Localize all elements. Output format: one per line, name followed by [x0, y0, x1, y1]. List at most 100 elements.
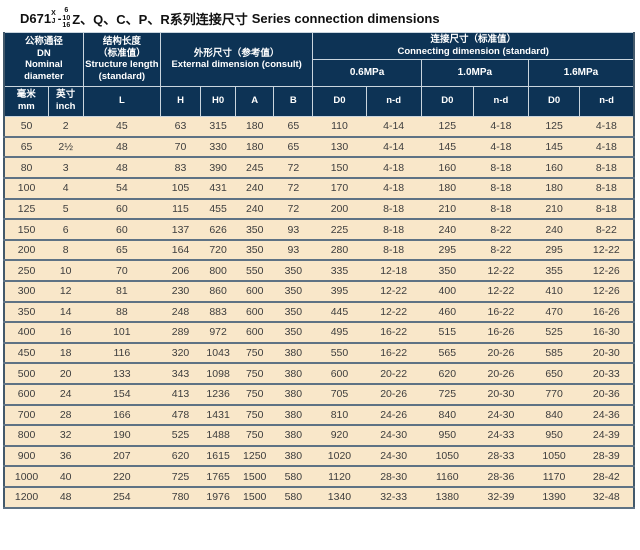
table-cell: 295 — [421, 239, 474, 262]
table-cell: 70 — [83, 259, 161, 282]
header-structure-length: 结构长度 （标准值） Structure length (standard) — [82, 32, 161, 87]
table-cell: 130 — [312, 136, 367, 159]
table-cell: 28 — [48, 404, 84, 427]
table-cell: 1615 — [200, 445, 236, 468]
table-cell: 350 — [273, 259, 313, 282]
table-row: 800 32 190 525 1488 750 380 920 24-30 950 24-33 950… — [4, 424, 634, 447]
table-cell: 16-22 — [473, 301, 529, 324]
table-cell: 65 — [83, 239, 161, 262]
table-cell: 207 — [83, 445, 161, 468]
table-cell: 180 — [421, 177, 474, 200]
title-series-en: Series connection dimensions — [251, 11, 440, 26]
table-cell: 28-33 — [473, 445, 529, 468]
header-col-A: A — [235, 85, 275, 117]
table-cell: 24-26 — [366, 404, 422, 427]
header-col-H0: H0 — [200, 85, 237, 117]
table-cell: 166 — [83, 404, 161, 427]
table-cell: 460 — [421, 301, 474, 324]
table-cell: 20 — [48, 362, 84, 385]
table-cell: 395 — [312, 280, 367, 303]
table-cell: 18 — [48, 342, 84, 365]
table-cell: 1340 — [312, 486, 367, 509]
table-cell: 145 — [421, 136, 474, 159]
table-cell: 210 — [528, 198, 580, 221]
table-cell: 63 — [160, 116, 201, 138]
header-col-B: B — [273, 85, 314, 117]
table-cell: 920 — [312, 424, 367, 447]
table-cell: 180 — [235, 136, 274, 159]
table-cell: 600 — [235, 301, 274, 324]
table-cell: 100 — [4, 177, 49, 200]
table-cell: 240 — [235, 177, 274, 200]
table-cell: 72 — [273, 156, 313, 180]
table-cell: 101 — [83, 321, 161, 344]
table-cell: 4-18 — [579, 136, 634, 159]
table-cell: 972 — [200, 321, 236, 344]
table-cell: 4-18 — [366, 177, 422, 200]
table-cell: 950 — [421, 424, 474, 447]
table-cell: 28-42 — [579, 465, 634, 488]
table-row: 250 10 70 206 800 550 350 335 12-18 350 12-22 355 12… — [4, 259, 634, 282]
table-cell: 105 — [160, 177, 201, 200]
table-cell: 12-18 — [366, 259, 422, 282]
table-cell: 580 — [273, 486, 313, 509]
table-cell: 40 — [48, 465, 84, 488]
header-col-nd-1_6: n-d — [579, 85, 635, 117]
table-cell: 12-22 — [579, 239, 634, 262]
table-cell: 250 — [4, 259, 49, 282]
table-row: 600 24 154 413 1236 750 380 705 20-26 725 20-30 770… — [4, 383, 634, 406]
table-cell: 4 — [48, 177, 84, 200]
table-cell: 32-48 — [579, 486, 634, 509]
table-cell: 883 — [200, 301, 236, 324]
table-cell: 12-26 — [579, 280, 634, 303]
table-cell: 626 — [200, 218, 236, 241]
table-row: 300 12 81 230 860 600 350 395 12-22 400 12-22 410 12… — [4, 280, 634, 303]
table-cell: 8-22 — [473, 239, 529, 262]
table-cell: 840 — [421, 404, 474, 427]
table-cell: 1120 — [312, 465, 367, 488]
table-cell: 115 — [160, 198, 201, 221]
table-cell: 725 — [421, 383, 474, 406]
pressure-rating-10: 10 — [62, 14, 71, 22]
table-row: 50 2 45 63 315 180 65 110 4-14 125 4-18 125 4-18 — [4, 116, 634, 138]
table-cell: 8-18 — [473, 177, 529, 200]
table-cell: 380 — [273, 424, 313, 447]
table-cell: 83 — [160, 156, 201, 180]
table-cell: 65 — [273, 116, 313, 138]
table-cell: 45 — [83, 116, 161, 138]
table-row: 1200 48 254 780 1976 1500 580 1340 32-33 1380 32-3… — [4, 486, 634, 509]
table-cell: 88 — [83, 301, 161, 324]
table-cell: 4-14 — [366, 116, 422, 138]
table-cell: 750 — [235, 342, 274, 365]
valve-model-designation: D671 X J - 6 10 16 — [20, 7, 72, 29]
table-cell: 410 — [528, 280, 580, 303]
table-cell: 80 — [4, 156, 49, 180]
table-row: 700 28 166 478 1431 750 380 810 24-26 840 24-30 840… — [4, 404, 634, 427]
table-cell: 800 — [4, 424, 49, 447]
table-cell: 8-18 — [579, 156, 634, 180]
table-cell: 770 — [528, 383, 580, 406]
table-cell: 750 — [235, 404, 274, 427]
header-unit-mm: 毫米 mm — [3, 85, 49, 117]
table-cell: 28-39 — [579, 445, 634, 468]
table-cell: 950 — [528, 424, 580, 447]
table-cell: 320 — [160, 342, 201, 365]
table-cell: 750 — [235, 424, 274, 447]
table-cell: 335 — [312, 259, 367, 282]
header-col-H: H — [159, 85, 202, 117]
table-cell: 500 — [4, 362, 49, 385]
table-cell: 390 — [200, 156, 236, 180]
header-col-D0-1_6: D0 — [528, 85, 581, 117]
table-cell: 725 — [160, 465, 201, 488]
table-cell: 125 — [528, 116, 580, 138]
table-cell: 5 — [48, 198, 84, 221]
table-cell: 180 — [235, 116, 274, 138]
table-cell: 343 — [160, 362, 201, 385]
table-row: 500 20 133 343 1098 750 380 600 20-22 620 20-26 650… — [4, 362, 634, 385]
table-cell: 550 — [312, 342, 367, 365]
table-cell: 65 — [273, 136, 313, 159]
table-row: 450 18 116 320 1043 750 380 550 16-22 565 20-26 585… — [4, 342, 634, 365]
table-cell: 125 — [4, 198, 49, 221]
table-cell: 8-18 — [579, 198, 634, 221]
table-cell: 24-30 — [473, 404, 529, 427]
